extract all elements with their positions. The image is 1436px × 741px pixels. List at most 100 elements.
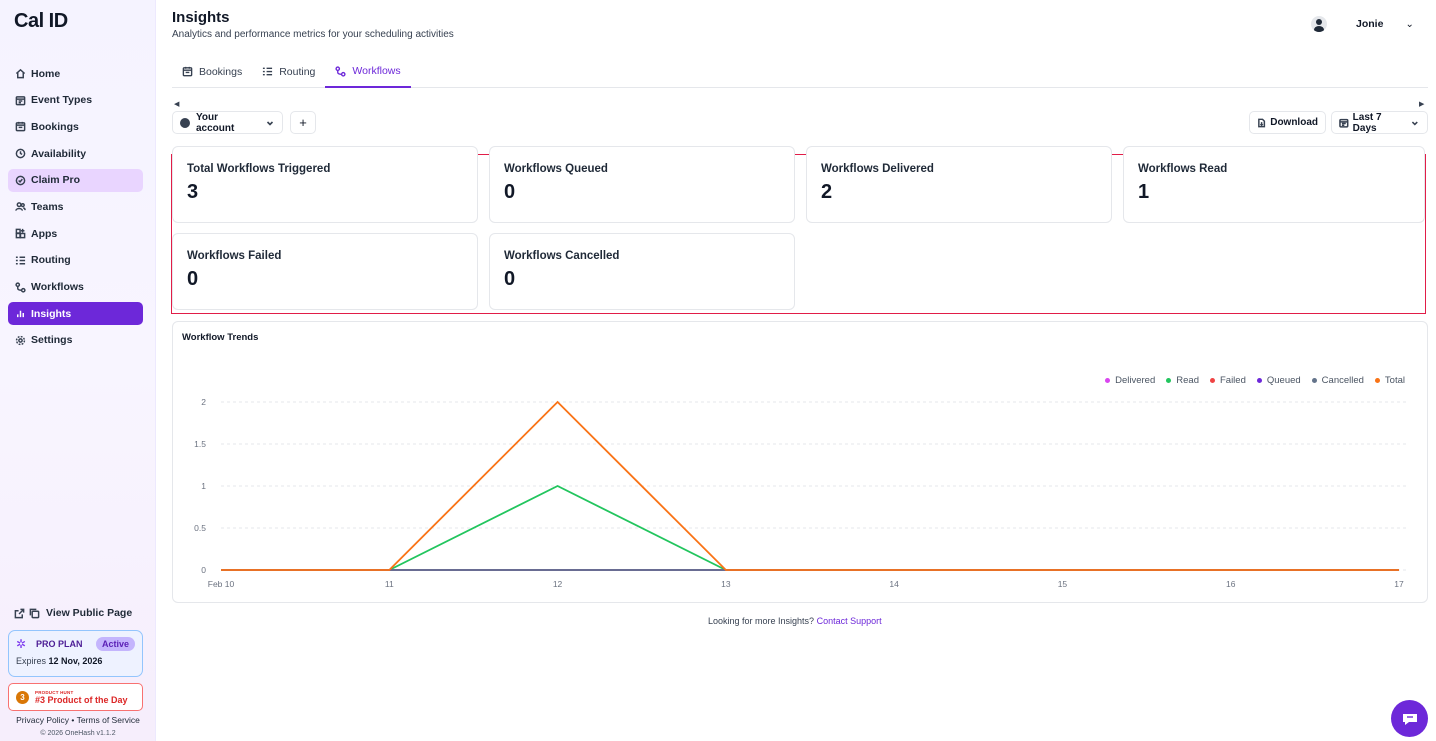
legend-label: Queued <box>1266 375 1301 386</box>
chart-title: Workflow Trends <box>182 332 259 343</box>
stat-value: 0 <box>504 181 516 203</box>
stat-label: Workflows Delivered <box>821 163 934 175</box>
workflow-icon <box>14 281 26 293</box>
chevron-down-icon[interactable]: ⌄ <box>1405 18 1414 30</box>
more-insights-note: Looking for more Insights? Contact Suppo… <box>708 616 882 626</box>
legend-dot <box>1105 378 1111 383</box>
sidebar-nav: Home Event Types Bookings Availability C… <box>8 62 143 356</box>
x-tick-label: 17 <box>1394 579 1404 589</box>
stat-card-delivered: Workflows Delivered 2 <box>806 146 1112 223</box>
legend-dot <box>1209 378 1215 383</box>
sidebar: Cal ID Home Event Types Bookings Availab… <box>0 0 156 741</box>
home-icon <box>14 68 26 80</box>
brand-logo[interactable]: Cal ID <box>14 10 68 32</box>
stat-card-failed: Workflows Failed 0 <box>172 233 478 310</box>
product-hunt-badge[interactable]: 3 PRODUCT HUNT #3 Product of the Day <box>8 683 143 711</box>
x-tick-label: Feb 10 <box>208 579 235 589</box>
stat-value: 0 <box>187 268 199 290</box>
chart-legend: Delivered Read Failed Queued Cancelled Total <box>1094 375 1405 386</box>
stats-highlight-region <box>171 154 1426 314</box>
legend-label: Failed <box>1219 375 1246 386</box>
copy-icon[interactable] <box>29 608 40 619</box>
sidebar-item-label: Home <box>31 67 61 80</box>
legend-item-total[interactable]: Total <box>1374 375 1405 386</box>
legend-item-cancelled[interactable]: Cancelled <box>1311 375 1364 386</box>
privacy-policy-link[interactable]: Privacy Policy <box>16 715 70 725</box>
product-hunt-rank: #3 Product of the Day <box>35 694 128 705</box>
product-hunt-label: PRODUCT HUNT <box>35 689 74 695</box>
plan-expiry: Expires 12 Nov, 2026 <box>16 656 135 666</box>
sidebar-item-bookings[interactable]: Bookings <box>8 115 143 138</box>
badge-icon <box>14 174 26 186</box>
page-subtitle: Analytics and performance metrics for yo… <box>172 29 454 40</box>
calendar-icon <box>182 66 193 77</box>
legend-item-failed[interactable]: Failed <box>1209 375 1246 386</box>
terms-of-service-link[interactable]: Terms of Service <box>76 715 140 725</box>
download-label: Download <box>1270 117 1318 128</box>
legend-dot <box>1374 378 1380 383</box>
sidebar-item-teams[interactable]: Teams <box>8 195 143 218</box>
chevron-down-icon <box>1412 120 1419 126</box>
sidebar-item-settings[interactable]: Settings <box>8 329 143 352</box>
scroll-right-arrow-icon[interactable]: ▶ <box>1419 101 1425 108</box>
download-button[interactable]: Download <box>1249 111 1326 134</box>
sparkle-icon: ✲ <box>16 637 27 651</box>
medal-icon: 3 <box>16 690 29 704</box>
legend-item-read[interactable]: Read <box>1166 375 1199 386</box>
tab-routing[interactable]: Routing <box>252 56 325 87</box>
view-public-page-label: View Public Page <box>46 607 133 619</box>
legend-item-queued[interactable]: Queued <box>1256 375 1301 386</box>
sidebar-footer-links: Privacy Policy • Terms of Service <box>0 715 156 725</box>
legend-label: Cancelled <box>1321 375 1364 386</box>
user-name: Jonie <box>1356 18 1384 30</box>
legend-label: Total <box>1384 375 1405 386</box>
stat-label: Workflows Read <box>1138 163 1228 175</box>
tab-workflows[interactable]: Workflows <box>325 56 411 88</box>
sidebar-item-event-types[interactable]: Event Types <box>8 89 143 112</box>
sidebar-item-label: Routing <box>31 254 71 267</box>
tab-bookings[interactable]: Bookings <box>172 56 252 87</box>
add-filter-button[interactable]: + <box>290 111 316 134</box>
x-tick-label: 14 <box>889 579 899 589</box>
copyright: © 2026 OneHash v1.1.2 <box>40 730 116 737</box>
user-menu[interactable]: Jonie ⌄ <box>1311 16 1414 32</box>
view-public-page-link[interactable]: View Public Page <box>14 607 132 619</box>
x-tick-label: 15 <box>1058 579 1068 589</box>
stat-label: Total Workflows Triggered <box>187 163 331 175</box>
x-tick-label: 13 <box>721 579 731 589</box>
expiry-date: 12 Nov, 2026 <box>48 656 103 666</box>
sidebar-item-claim-pro[interactable]: Claim Pro <box>8 168 143 192</box>
calendar-icon <box>1339 118 1349 128</box>
chat-icon <box>1402 713 1417 725</box>
grid-icon <box>14 228 26 240</box>
stat-card-total-triggered: Total Workflows Triggered 3 <box>172 146 478 223</box>
scroll-left-arrow-icon[interactable]: ◀ <box>174 101 180 108</box>
avatar[interactable] <box>1311 16 1327 32</box>
sidebar-item-insights[interactable]: Insights <box>8 302 143 326</box>
sidebar-item-workflows[interactable]: Workflows <box>8 276 143 299</box>
plan-status-badge: Active <box>95 637 135 651</box>
calendar-icon <box>14 121 26 133</box>
footer-separator: • <box>71 715 75 725</box>
sidebar-item-label: Apps <box>31 227 58 240</box>
date-range-select[interactable]: Last 7 Days <box>1331 111 1428 134</box>
chat-support-button[interactable] <box>1391 700 1428 737</box>
sidebar-item-label: Settings <box>31 334 73 347</box>
sidebar-item-home[interactable]: Home <box>8 62 143 85</box>
legend-dot <box>1311 378 1317 383</box>
sidebar-item-availability[interactable]: Availability <box>8 142 143 165</box>
more-insights-text: Looking for more Insights? <box>708 616 815 626</box>
page-title: Insights <box>172 9 230 26</box>
contact-support-link[interactable]: Contact Support <box>816 616 882 626</box>
stat-card-queued: Workflows Queued 0 <box>489 146 795 223</box>
legend-dot <box>1256 378 1262 383</box>
stat-value: 2 <box>821 181 833 203</box>
legend-item-delivered[interactable]: Delivered <box>1105 375 1155 386</box>
sidebar-item-routing[interactable]: Routing <box>8 249 143 272</box>
bar-chart-icon <box>14 308 26 320</box>
sidebar-item-apps[interactable]: Apps <box>8 222 143 245</box>
clock-icon <box>14 148 26 160</box>
account-filter-select[interactable]: Your account <box>172 111 283 134</box>
pro-plan-card[interactable]: ✲ PRO PLAN Active Expires 12 Nov, 2026 <box>8 630 143 677</box>
routing-icon <box>14 254 26 266</box>
